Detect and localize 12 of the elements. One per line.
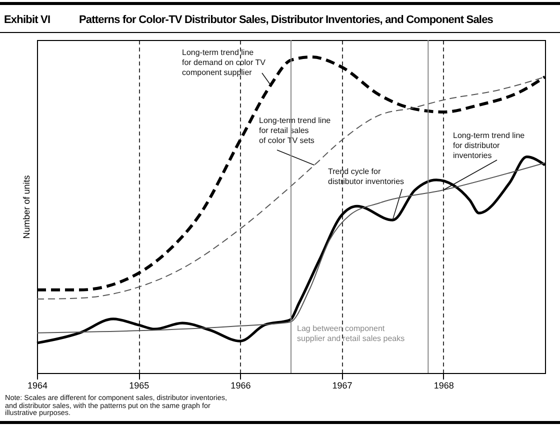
x-tick-label: 1966 — [230, 380, 251, 390]
chart-title: Exhibit VI — [4, 14, 50, 26]
series-label: Long-term trend line for distributor inventories — [453, 131, 526, 160]
x-tick-label: 1964 — [27, 380, 48, 390]
y-axis-title: Number of units — [22, 174, 32, 239]
x-tick-label: 1967 — [332, 380, 352, 390]
x-tick-label: 1968 — [434, 380, 454, 390]
series-label: Trend cycle for distributor inventories — [328, 167, 404, 186]
chart-subtitle: Patterns for Color-TV Distributor Sales, Distributor Inventories, and Component Sales — [79, 14, 494, 26]
ref-line-label: Lag between component supplier and retail sales peaks — [297, 324, 405, 343]
series-label: Long-term trend line for demand on color TV component supplier — [182, 48, 266, 77]
x-tick-label: 1965 — [129, 380, 150, 390]
